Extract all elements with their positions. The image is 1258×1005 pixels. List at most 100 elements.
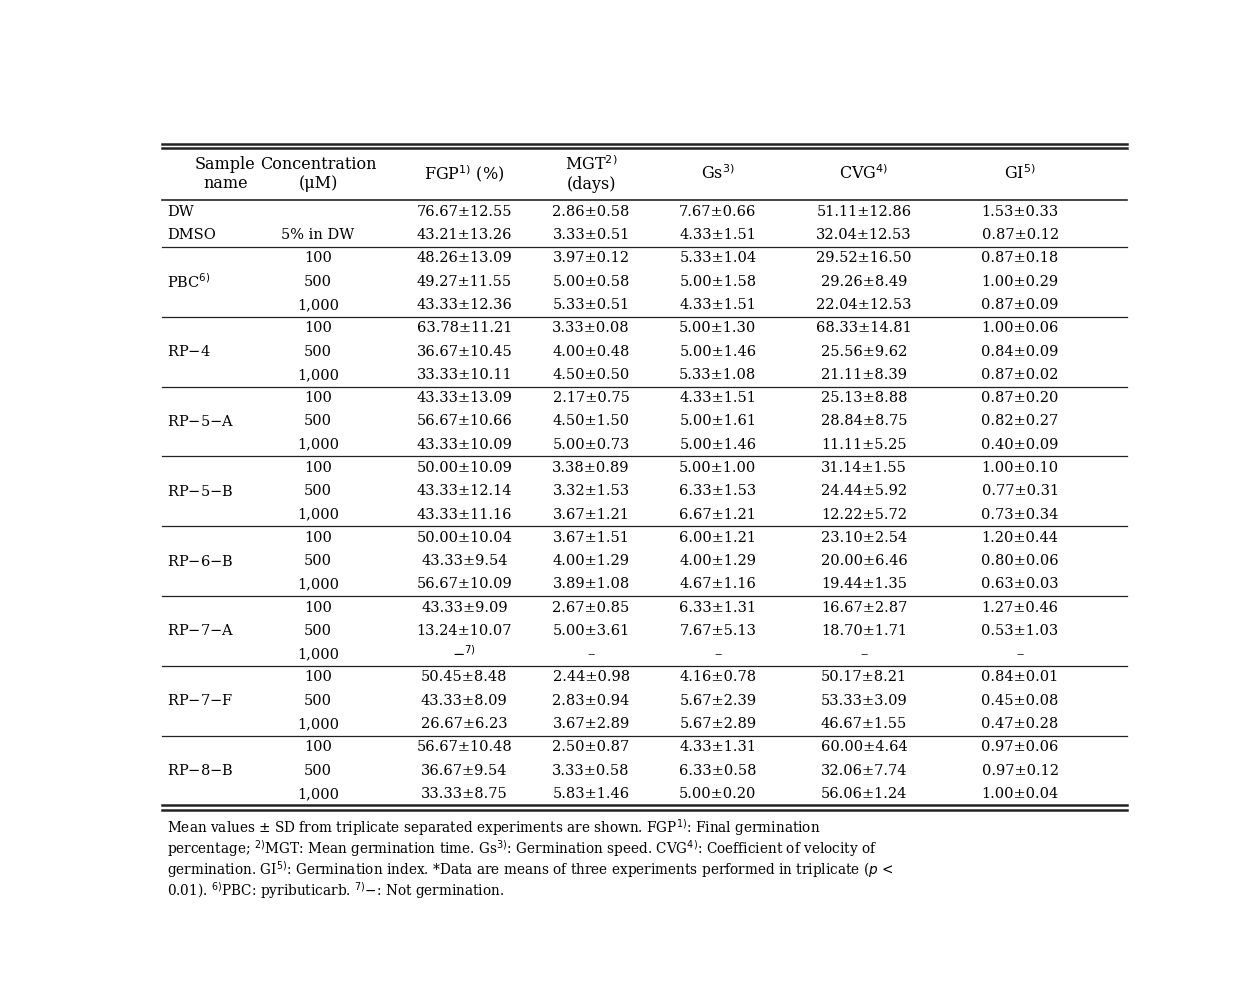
Text: 32.04±12.53: 32.04±12.53: [816, 228, 912, 242]
Text: 2.17±0.75: 2.17±0.75: [552, 391, 629, 405]
Text: 43.21±13.26: 43.21±13.26: [416, 228, 512, 242]
Text: 6.67±1.21: 6.67±1.21: [679, 508, 756, 522]
Text: GI$^{5)}$: GI$^{5)}$: [1004, 165, 1037, 183]
Text: 1,000: 1,000: [297, 368, 340, 382]
Text: 60.00±4.64: 60.00±4.64: [820, 741, 907, 755]
Text: 4.33±1.51: 4.33±1.51: [679, 391, 756, 405]
Text: 100: 100: [304, 251, 332, 265]
Text: Concentration
(μM): Concentration (μM): [260, 156, 376, 192]
Text: CVG$^{4)}$: CVG$^{4)}$: [839, 165, 888, 183]
Text: 5% in DW: 5% in DW: [282, 228, 355, 242]
Text: 4.00±1.29: 4.00±1.29: [679, 554, 756, 568]
Text: RP$-$5$-$A: RP$-$5$-$A: [167, 414, 234, 429]
Text: 500: 500: [304, 414, 332, 428]
Text: 5.67±2.39: 5.67±2.39: [679, 693, 756, 708]
Text: 11.11±5.25: 11.11±5.25: [821, 438, 907, 451]
Text: 0.73±0.34: 0.73±0.34: [981, 508, 1059, 522]
Text: 49.27±11.55: 49.27±11.55: [416, 274, 512, 288]
Text: 5.00±0.58: 5.00±0.58: [552, 274, 630, 288]
Text: 3.38±0.89: 3.38±0.89: [552, 461, 630, 475]
Text: 76.67±12.55: 76.67±12.55: [416, 205, 512, 219]
Text: DW: DW: [167, 205, 194, 219]
Text: 5.33±1.08: 5.33±1.08: [679, 368, 756, 382]
Text: 4.00±0.48: 4.00±0.48: [552, 345, 630, 359]
Text: 0.87±0.09: 0.87±0.09: [981, 298, 1059, 312]
Text: 5.00±1.58: 5.00±1.58: [679, 274, 756, 288]
Text: $-^{7)}$: $-^{7)}$: [453, 647, 477, 661]
Text: 4.50±0.50: 4.50±0.50: [552, 368, 630, 382]
Text: 500: 500: [304, 274, 332, 288]
Text: 1.53±0.33: 1.53±0.33: [981, 205, 1059, 219]
Text: 0.87±0.02: 0.87±0.02: [981, 368, 1059, 382]
Text: 22.04±12.53: 22.04±12.53: [816, 298, 912, 312]
Text: 16.67±2.87: 16.67±2.87: [821, 601, 907, 615]
Text: 50.00±10.04: 50.00±10.04: [416, 531, 512, 545]
Text: 1,000: 1,000: [297, 508, 340, 522]
Text: 2.67±0.85: 2.67±0.85: [552, 601, 630, 615]
Text: 0.84±0.01: 0.84±0.01: [981, 670, 1059, 684]
Text: 0.53±1.03: 0.53±1.03: [981, 624, 1059, 638]
Text: 56.06±1.24: 56.06±1.24: [821, 787, 907, 801]
Text: 43.33±9.54: 43.33±9.54: [421, 554, 508, 568]
Text: 3.67±1.51: 3.67±1.51: [552, 531, 629, 545]
Text: germination. GI$^{5)}$: Germination index. *Data are means of three experiments : germination. GI$^{5)}$: Germination inde…: [167, 859, 893, 879]
Text: –: –: [715, 647, 722, 661]
Text: 4.16±0.78: 4.16±0.78: [679, 670, 756, 684]
Text: 53.33±3.09: 53.33±3.09: [820, 693, 907, 708]
Text: 0.40±0.09: 0.40±0.09: [981, 438, 1059, 451]
Text: 43.33±12.36: 43.33±12.36: [416, 298, 512, 312]
Text: 1.00±0.04: 1.00±0.04: [981, 787, 1059, 801]
Text: 50.17±8.21: 50.17±8.21: [821, 670, 907, 684]
Text: 5.00±1.00: 5.00±1.00: [679, 461, 756, 475]
Text: 43.33±8.09: 43.33±8.09: [421, 693, 508, 708]
Text: 12.22±5.72: 12.22±5.72: [821, 508, 907, 522]
Text: 21.11±8.39: 21.11±8.39: [821, 368, 907, 382]
Text: 6.33±1.53: 6.33±1.53: [679, 484, 756, 498]
Text: 500: 500: [304, 554, 332, 568]
Text: 5.00±0.73: 5.00±0.73: [552, 438, 630, 451]
Text: 29.52±16.50: 29.52±16.50: [816, 251, 912, 265]
Text: 6.33±1.31: 6.33±1.31: [679, 601, 756, 615]
Text: 0.63±0.03: 0.63±0.03: [981, 577, 1059, 591]
Text: 0.77±0.31: 0.77±0.31: [981, 484, 1059, 498]
Text: 2.50±0.87: 2.50±0.87: [552, 741, 630, 755]
Text: 56.67±10.48: 56.67±10.48: [416, 741, 512, 755]
Text: 3.33±0.08: 3.33±0.08: [552, 322, 630, 336]
Text: 43.33±9.09: 43.33±9.09: [421, 601, 508, 615]
Text: 4.67±1.16: 4.67±1.16: [679, 577, 756, 591]
Text: 1.00±0.10: 1.00±0.10: [981, 461, 1059, 475]
Text: 1,000: 1,000: [297, 717, 340, 731]
Text: 33.33±10.11: 33.33±10.11: [416, 368, 512, 382]
Text: –: –: [1016, 647, 1024, 661]
Text: 36.67±9.54: 36.67±9.54: [421, 764, 508, 778]
Text: 2.44±0.98: 2.44±0.98: [552, 670, 630, 684]
Text: 100: 100: [304, 322, 332, 336]
Text: 1.00±0.29: 1.00±0.29: [981, 274, 1059, 288]
Text: 32.06±7.74: 32.06±7.74: [820, 764, 907, 778]
Text: 3.33±0.51: 3.33±0.51: [552, 228, 630, 242]
Text: 0.45±0.08: 0.45±0.08: [981, 693, 1059, 708]
Text: 3.32±1.53: 3.32±1.53: [552, 484, 630, 498]
Text: 100: 100: [304, 670, 332, 684]
Text: 4.00±1.29: 4.00±1.29: [552, 554, 629, 568]
Text: 68.33±14.81: 68.33±14.81: [816, 322, 912, 336]
Text: 0.84±0.09: 0.84±0.09: [981, 345, 1059, 359]
Text: 19.44±1.35: 19.44±1.35: [821, 577, 907, 591]
Text: RP$-$8$-$B: RP$-$8$-$B: [167, 763, 234, 778]
Text: 1.27±0.46: 1.27±0.46: [981, 601, 1058, 615]
Text: DMSO: DMSO: [167, 228, 216, 242]
Text: 5.33±0.51: 5.33±0.51: [552, 298, 630, 312]
Text: 33.33±8.75: 33.33±8.75: [421, 787, 508, 801]
Text: 5.00±1.30: 5.00±1.30: [679, 322, 756, 336]
Text: 56.67±10.09: 56.67±10.09: [416, 577, 512, 591]
Text: 56.67±10.66: 56.67±10.66: [416, 414, 512, 428]
Text: 3.33±0.58: 3.33±0.58: [552, 764, 630, 778]
Text: 25.13±8.88: 25.13±8.88: [820, 391, 907, 405]
Text: 0.87±0.20: 0.87±0.20: [981, 391, 1059, 405]
Text: –: –: [587, 647, 595, 661]
Text: 100: 100: [304, 391, 332, 405]
Text: 13.24±10.07: 13.24±10.07: [416, 624, 512, 638]
Text: 7.67±0.66: 7.67±0.66: [679, 205, 756, 219]
Text: 5.00±1.46: 5.00±1.46: [679, 438, 756, 451]
Text: 3.89±1.08: 3.89±1.08: [552, 577, 630, 591]
